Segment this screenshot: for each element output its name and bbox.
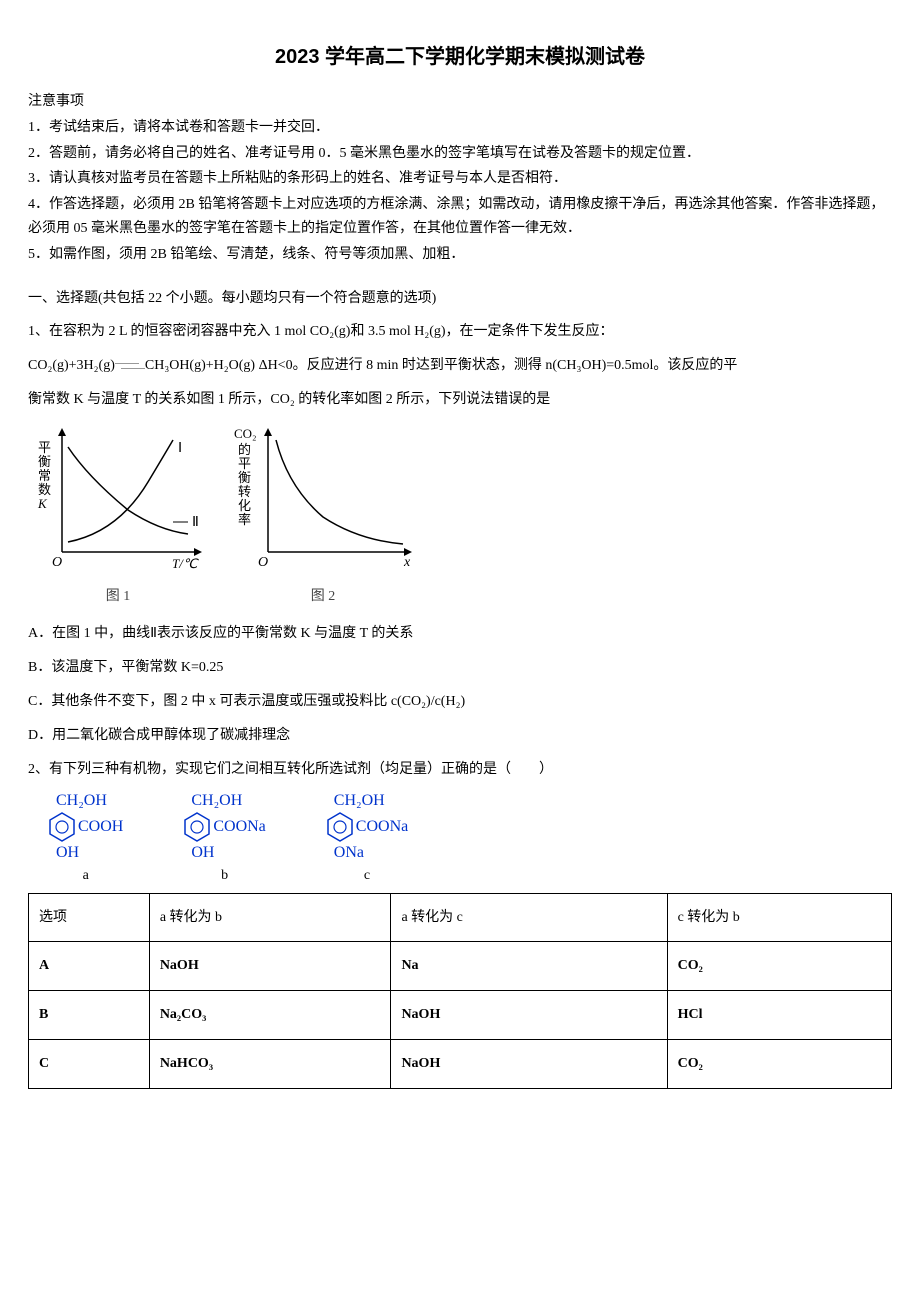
mol-a-side: COOH — [78, 817, 123, 836]
svg-text:O: O — [52, 555, 62, 570]
notice-line: 5．如需作图，须用 2B 铅笔绘、写清楚，线条、符号等须加黑、加粗． — [28, 243, 892, 267]
table-header: a 转化为 c — [391, 893, 667, 942]
notice-line: 1．考试结束后，请将本试卷和答题卡一并交回． — [28, 116, 892, 140]
notice-block: 注意事项 1．考试结束后，请将本试卷和答题卡一并交回． 2．答题前，请务必将自己… — [28, 90, 892, 267]
chart-1: 平衡常数K Ⅰ Ⅱ O T/℃ 图 1 — [28, 422, 208, 609]
table-cell: Na₂CO₃ — [149, 991, 391, 1040]
mol-b-top: CH₂OH — [191, 791, 273, 810]
table-cell: NaOH — [149, 942, 391, 991]
notice-line: 4．作答选择题，必须用 2B 铅笔将答题卡上对应选项的方框涂满、涂黑；如需改动，… — [28, 193, 892, 241]
chart-1-caption: 图 1 — [28, 585, 208, 609]
q1-eq-right: CH₃OH(g)+H₂O(g) ΔH<0。反应进行 8 min 时达到平衡状态，… — [145, 358, 738, 373]
table-row: B Na₂CO₃ NaOH HCl — [29, 991, 892, 1040]
table-cell: C — [29, 1039, 150, 1088]
mol-c-side: COONa — [356, 817, 408, 836]
molecule-c: CH₂OH COONa ONa c — [326, 791, 408, 884]
table-cell: NaOH — [391, 991, 667, 1040]
table-row: C NaHCO₃ NaOH CO₂ — [29, 1039, 892, 1088]
q1-line3: 衡常数 K 与温度 T 的关系如图 1 所示，CO₂ 的转化率如图 2 所示，下… — [28, 388, 892, 412]
chart1-series-1: Ⅰ — [178, 441, 182, 456]
chart2-xlabel: x — [403, 555, 411, 570]
q1-option-a: A．在图 1 中，曲线Ⅱ表示该反应的平衡常数 K 与温度 T 的关系 — [28, 622, 892, 646]
svg-text:O: O — [258, 555, 268, 570]
benzene-ring-icon — [48, 811, 76, 843]
table-cell: B — [29, 991, 150, 1040]
chart-1-svg: 平衡常数K Ⅰ Ⅱ O T/℃ — [28, 422, 208, 572]
mol-c-top: CH₂OH — [334, 791, 416, 810]
table-row: A NaOH Na CO₂ — [29, 942, 892, 991]
section-heading: 一、选择题(共包括 22 个小题。每小题均只有一个符合题意的选项) — [28, 287, 892, 311]
q1-eq-left: CO₂(g)+3H₂(g) — [28, 358, 115, 373]
table-cell: CO₂ — [667, 942, 891, 991]
benzene-ring-icon — [183, 811, 211, 843]
molecule-b: CH₂OH COONa OH b — [183, 791, 265, 884]
table-cell: Na — [391, 942, 667, 991]
table-cell: NaOH — [391, 1039, 667, 1088]
chart-2-svg: CO₂ 的平衡转化率 O x — [228, 422, 418, 572]
table-header: a 转化为 b — [149, 893, 391, 942]
question-2: 2、有下列三种有机物，实现它们之间相互转化所选试剂（均足量）正确的是（ ） CH… — [28, 758, 892, 1089]
mol-b-bottom: OH — [191, 843, 273, 862]
table-header: 选项 — [29, 893, 150, 942]
mol-a-label: a — [48, 868, 123, 885]
chart-2: CO₂ 的平衡转化率 O x 图 2 — [228, 422, 418, 609]
q2-intro: 2、有下列三种有机物，实现它们之间相互转化所选试剂（均足量）正确的是（ ） — [28, 758, 892, 782]
notice-heading: 注意事项 — [28, 90, 892, 114]
mol-b-label: b — [183, 868, 265, 885]
chart-2-caption: 图 2 — [228, 585, 418, 609]
chart2-ylabel: 的平衡转化率 — [238, 442, 251, 527]
benzene-ring-icon — [326, 811, 354, 843]
chart1-series-2: Ⅱ — [192, 515, 199, 530]
table-cell: HCl — [667, 991, 891, 1040]
q1-equation: CO₂(g)+3H₂(g) CH₃OH(g)+H₂O(g) ΔH<0。反应进行 8… — [28, 354, 892, 378]
mol-a-top: CH₂OH — [56, 791, 131, 810]
question-1: 1、在容积为 2 L 的恒容密闭容器中充入 1 mol CO₂(g)和 3.5 … — [28, 320, 892, 747]
mol-a-bottom: OH — [56, 843, 131, 862]
table-cell: A — [29, 942, 150, 991]
chart2-ylabel-top: CO₂ — [234, 426, 257, 441]
table-header-row: 选项 a 转化为 b a 转化为 c c 转化为 b — [29, 893, 892, 942]
equilibrium-arrow-icon — [115, 361, 145, 371]
table-header: c 转化为 b — [667, 893, 891, 942]
notice-line: 3．请认真核对监考员在答题卡上所粘贴的条形码上的姓名、准考证号与本人是否相符． — [28, 167, 892, 191]
mol-c-label: c — [326, 868, 408, 885]
molecule-a: CH₂OH COOH OH a — [48, 791, 123, 884]
q1-option-c: C．其他条件不变下，图 2 中 x 可表示温度或压强或投料比 c(CO₂)/c(… — [28, 690, 892, 714]
q1-intro: 1、在容积为 2 L 的恒容密闭容器中充入 1 mol CO₂(g)和 3.5 … — [28, 320, 892, 344]
q2-options-table: 选项 a 转化为 b a 转化为 c c 转化为 b A NaOH Na CO₂… — [28, 893, 892, 1089]
notice-line: 2．答题前，请务必将自己的姓名、准考证号用 0．5 毫米黑色墨水的签字笔填写在试… — [28, 142, 892, 166]
q1-option-b: B．该温度下，平衡常数 K=0.25 — [28, 656, 892, 680]
table-cell: NaHCO₃ — [149, 1039, 391, 1088]
mol-c-bottom: ONa — [334, 843, 416, 862]
mol-b-side: COONa — [213, 817, 265, 836]
table-cell: CO₂ — [667, 1039, 891, 1088]
q1-charts: 平衡常数K Ⅰ Ⅱ O T/℃ 图 1 CO₂ 的平衡转化率 — [28, 422, 892, 609]
q2-molecules: CH₂OH COOH OH a CH₂OH COONa OH b CH₂OH C… — [48, 791, 892, 884]
page-title: 2023 学年高二下学期化学期末模拟测试卷 — [28, 40, 892, 74]
chart1-xlabel: T/℃ — [172, 556, 199, 571]
chart1-ylabel: 平衡常数K — [37, 440, 51, 511]
q1-option-d: D．用二氧化碳合成甲醇体现了碳减排理念 — [28, 724, 892, 748]
